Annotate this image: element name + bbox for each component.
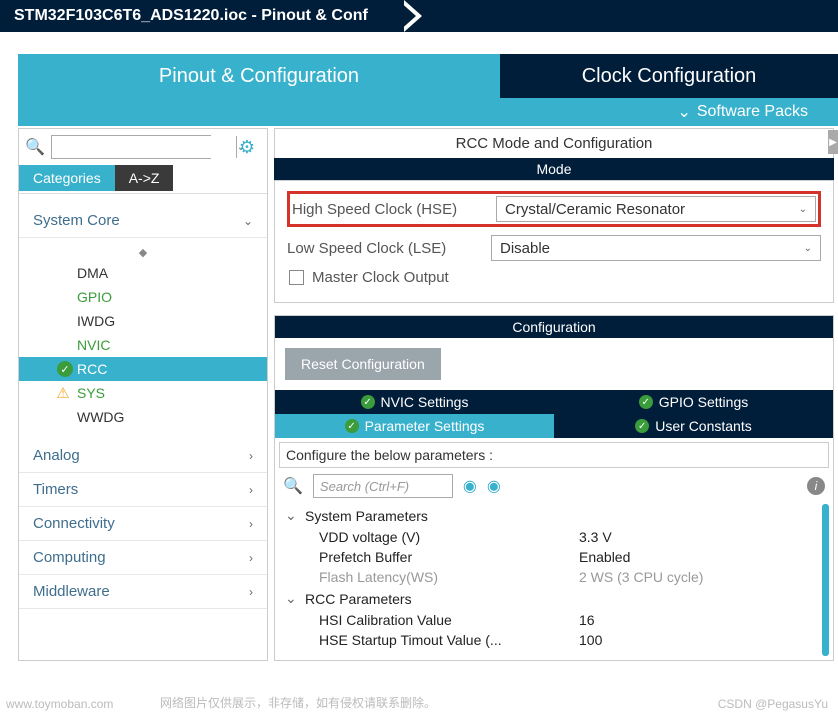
watermark-left: www.toymoban.com (6, 697, 113, 711)
chevron-right-icon: › (249, 585, 253, 599)
config-header: Configuration (275, 316, 833, 338)
chevron-down-icon: ⌄ (799, 204, 807, 215)
breadcrumb-arrow (398, 0, 416, 32)
chevron-down-icon: ⌄ (243, 214, 253, 228)
configure-label: Configure the below parameters : (279, 442, 829, 468)
watermark-mid: 网络图片仅供展示，非存储，如有侵权请联系删除。 (160, 694, 436, 711)
chevron-right-icon: › (249, 517, 253, 531)
hse-row: High Speed Clock (HSE) Crystal/Ceramic R… (287, 191, 821, 227)
software-packs-bar[interactable]: ⌄ Software Packs (18, 98, 838, 126)
watermark-right: CSDN @PegasusYu (718, 697, 828, 711)
gear-icon[interactable]: ⚙ (239, 137, 255, 158)
section-system-core[interactable]: System Core ⌄ (19, 204, 267, 238)
prev-icon[interactable]: ◉ (463, 476, 477, 496)
section-label: System Core (33, 212, 120, 229)
collapse-icon: ⌄ (285, 507, 299, 524)
param-tree: ⌄System Parameters VDD voltage (V)3.3 V … (279, 504, 829, 656)
tab-pinout-config[interactable]: Pinout & Configuration (18, 54, 500, 98)
param-search-input[interactable]: Search (Ctrl+F) (313, 474, 453, 498)
chevron-right-icon: › (249, 551, 253, 565)
sorter-icon[interactable]: ◆ (19, 244, 267, 261)
tab-parameter-settings[interactable]: ✓Parameter Settings (275, 414, 554, 438)
tree-item-wwdg[interactable]: WWDG (19, 405, 267, 429)
chevron-right-icon: › (249, 449, 253, 463)
chevron-right-icon: › (249, 483, 253, 497)
param-row[interactable]: HSI Calibration Value16 (285, 610, 823, 630)
hse-value: Crystal/Ceramic Resonator (505, 201, 685, 218)
section-middleware[interactable]: Middleware› (19, 575, 267, 609)
chevron-down-icon: ⌄ (677, 102, 690, 122)
check-icon: ✓ (635, 419, 649, 433)
lse-label: Low Speed Clock (LSE) (287, 240, 485, 257)
tree-item-dma[interactable]: DMA (19, 261, 267, 285)
config-section: Configuration Reset Configuration ✓NVIC … (274, 315, 834, 661)
hse-select[interactable]: Crystal/Ceramic Resonator ⌄ (496, 196, 816, 222)
tree-item-iwdg[interactable]: IWDG (19, 309, 267, 333)
master-clock-row[interactable]: Master Clock Output (287, 269, 821, 286)
tree-item-nvic[interactable]: NVIC (19, 333, 267, 357)
category-tree: System Core ⌄ ◆ DMA GPIO IWDG NVIC ✓RCC … (19, 193, 267, 613)
tab-user-constants[interactable]: ✓User Constants (554, 414, 833, 438)
tree-item-sys[interactable]: ⚠SYS (19, 381, 267, 405)
check-icon: ✓ (361, 395, 375, 409)
check-icon: ✓ (345, 419, 359, 433)
mode-header: Mode (274, 158, 834, 180)
reset-config-button[interactable]: Reset Configuration (285, 348, 441, 380)
section-connectivity[interactable]: Connectivity› (19, 507, 267, 541)
collapse-icon: ⌄ (285, 590, 299, 607)
lse-value: Disable (500, 240, 550, 257)
group-rcc-parameters[interactable]: ⌄RCC Parameters (285, 587, 823, 610)
hse-label: High Speed Clock (HSE) (292, 201, 490, 218)
tab-nvic-settings[interactable]: ✓NVIC Settings (275, 390, 554, 414)
panel-title: RCC Mode and Configuration (274, 128, 834, 158)
group-system-parameters[interactable]: ⌄System Parameters (285, 504, 823, 527)
next-icon[interactable]: ◉ (487, 476, 501, 496)
section-analog[interactable]: Analog› (19, 439, 267, 473)
right-panel: RCC Mode and Configuration Mode High Spe… (274, 128, 834, 661)
param-row[interactable]: VDD voltage (V)3.3 V (285, 527, 823, 547)
tree-item-gpio[interactable]: GPIO (19, 285, 267, 309)
master-clock-checkbox[interactable] (289, 270, 304, 285)
tab-a-z[interactable]: A->Z (115, 165, 174, 191)
check-icon: ✓ (57, 361, 73, 377)
tab-clock-config[interactable]: Clock Configuration (500, 54, 838, 98)
lse-select[interactable]: Disable ⌄ (491, 235, 821, 261)
master-clock-label: Master Clock Output (312, 269, 449, 286)
software-packs-label: Software Packs (697, 103, 808, 121)
breadcrumb-text: STM32F103C6T6_ADS1220.ioc - Pinout & Con… (14, 7, 368, 25)
search-box[interactable]: ⌄ (51, 135, 211, 159)
search-icon[interactable]: 🔍 (25, 137, 45, 157)
check-icon: ✓ (639, 395, 653, 409)
tab-categories[interactable]: Categories (19, 165, 115, 191)
search-icon[interactable]: 🔍 (283, 476, 303, 496)
chevron-down-icon: ⌄ (804, 243, 812, 254)
search-input[interactable] (52, 136, 236, 158)
section-computing[interactable]: Computing› (19, 541, 267, 575)
warning-icon: ⚠ (55, 385, 71, 401)
tree-item-rcc[interactable]: ✓RCC (19, 357, 267, 381)
param-row[interactable]: HSE Startup Timout Value (...100 (285, 630, 823, 650)
main-tabs: Pinout & Configuration Clock Configurati… (0, 54, 838, 98)
scrollbar[interactable] (822, 504, 829, 656)
info-icon[interactable]: i (807, 477, 825, 495)
tab-gpio-settings[interactable]: ✓GPIO Settings (554, 390, 833, 414)
panel-expand-arrow[interactable]: ▶ (828, 130, 838, 154)
section-timers[interactable]: Timers› (19, 473, 267, 507)
param-row: Flash Latency(WS)2 WS (3 CPU cycle) (285, 567, 823, 587)
left-panel: 🔍 ⌄ ⚙ Categories A->Z System Core ⌄ ◆ DM… (18, 128, 268, 661)
mode-box: High Speed Clock (HSE) Crystal/Ceramic R… (274, 180, 834, 303)
param-row[interactable]: Prefetch BufferEnabled (285, 547, 823, 567)
lse-row: Low Speed Clock (LSE) Disable ⌄ (287, 235, 821, 261)
